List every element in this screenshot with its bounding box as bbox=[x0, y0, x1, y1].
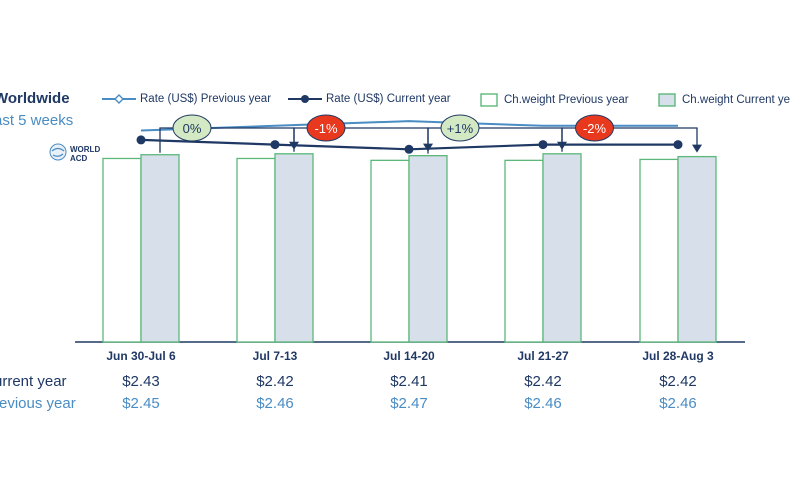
legend-item-weight-prev: Ch.weight Previous year bbox=[480, 93, 629, 107]
change-label: -1% bbox=[314, 121, 338, 136]
rate-current-year-value: $2.42 bbox=[524, 373, 562, 390]
rate-current-year-value: $2.42 bbox=[659, 373, 697, 390]
bar-weight-current-year bbox=[408, 155, 448, 343]
x-tick-label: Jun 30-Jul 6 bbox=[106, 349, 176, 363]
x-tick-label: Jul 21-27 bbox=[517, 349, 569, 363]
rate-current-year-value: $2.43 bbox=[122, 373, 160, 390]
bar-weight-current-year bbox=[677, 155, 717, 343]
dot-line-icon bbox=[288, 95, 322, 103]
bar-weight-previous-year bbox=[504, 159, 544, 343]
rate-previous-year-value: $2.46 bbox=[256, 395, 294, 412]
outline-box-icon bbox=[480, 93, 498, 107]
change-bubble bbox=[306, 114, 346, 142]
row-label-previous-year: revious year bbox=[0, 395, 76, 412]
change-label: +1% bbox=[447, 121, 474, 136]
x-tick-label: Jul 28-Aug 3 bbox=[642, 349, 714, 363]
world-acd-logo-icon bbox=[49, 143, 67, 161]
chart-subtitle: ast 5 weeks bbox=[0, 112, 74, 129]
point-rate-current-year bbox=[270, 140, 280, 150]
point-rate-current-year bbox=[538, 140, 548, 150]
rate-current-year-value: $2.41 bbox=[390, 373, 428, 390]
rate-previous-year-value: $2.45 bbox=[122, 395, 160, 412]
legend-label: Ch.weight Previous year bbox=[504, 94, 629, 106]
legend-item-rate-prev: Rate (US$) Previous year bbox=[102, 93, 271, 105]
row-label-current-year: urrent year bbox=[0, 373, 67, 390]
point-rate-current-year bbox=[136, 135, 146, 145]
change-label: -2% bbox=[583, 121, 607, 136]
x-tick-label: Jul 14-20 bbox=[383, 349, 435, 363]
rate-current-year-value: $2.42 bbox=[256, 373, 294, 390]
bar-weight-previous-year bbox=[236, 157, 276, 343]
point-rate-current-year bbox=[673, 140, 683, 150]
change-bubble bbox=[440, 114, 480, 142]
diamond-line-icon bbox=[102, 94, 136, 104]
legend-label: Rate (US$) Current year bbox=[326, 93, 451, 105]
x-tick-label: Jul 7-13 bbox=[252, 349, 298, 363]
rate-previous-year-value: $2.46 bbox=[659, 395, 697, 412]
change-label: 0% bbox=[183, 121, 202, 136]
bar-weight-current-year bbox=[274, 153, 314, 343]
legend-label: Ch.weight Current ye bbox=[682, 94, 791, 106]
legend-item-weight-cur: Ch.weight Current ye bbox=[658, 93, 790, 107]
point-rate-current-year bbox=[404, 144, 414, 154]
legend-label: Rate (US$) Previous year bbox=[140, 93, 272, 105]
bar-weight-current-year bbox=[542, 153, 582, 343]
filled-box-icon bbox=[658, 93, 676, 107]
change-bubble bbox=[172, 114, 212, 142]
bar-weight-previous-year bbox=[102, 157, 142, 343]
rate-previous-year-value: $2.46 bbox=[524, 395, 562, 412]
bar-weight-previous-year bbox=[639, 158, 679, 343]
change-bubble bbox=[575, 114, 614, 142]
logo-text: WORLD ACD bbox=[70, 145, 101, 163]
legend-item-rate-cur: Rate (US$) Current year bbox=[288, 93, 451, 105]
change-arrowhead bbox=[692, 144, 702, 153]
change-connector bbox=[561, 127, 698, 152]
bar-weight-previous-year bbox=[370, 159, 410, 343]
bar-weight-current-year bbox=[140, 154, 180, 343]
chart-title: Worldwide bbox=[0, 90, 70, 107]
rate-previous-year-value: $2.47 bbox=[390, 395, 428, 412]
